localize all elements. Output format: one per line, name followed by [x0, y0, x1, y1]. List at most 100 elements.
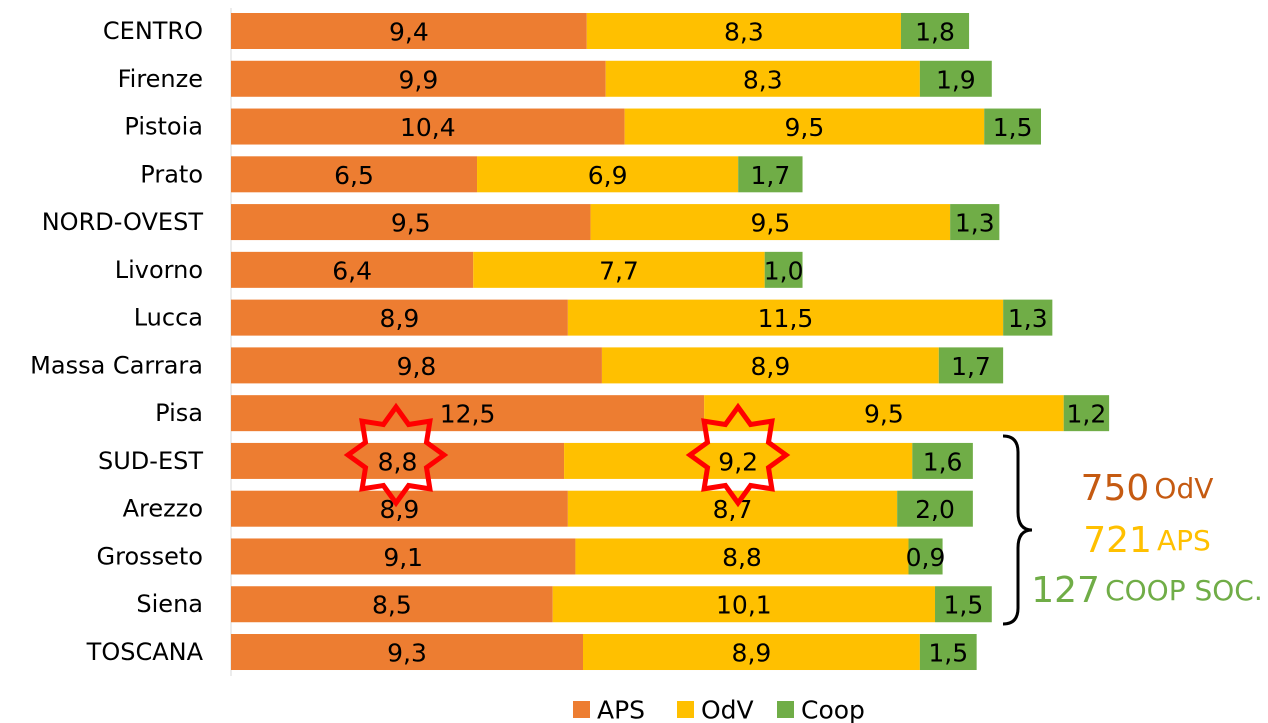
- bar-segment: [231, 299, 568, 336]
- value-label: 8,8: [378, 447, 418, 476]
- bar-segment: [231, 395, 705, 432]
- value-label: 8,5: [372, 591, 412, 620]
- category-label: Livorno: [115, 256, 203, 284]
- bar-segment: [231, 634, 584, 671]
- annotation-label: OdV: [1154, 472, 1213, 505]
- category-label: Prato: [140, 160, 203, 188]
- value-label: 1,0: [764, 256, 804, 285]
- annotation: 721 APS: [1083, 520, 1211, 561]
- annotation: 127 COOP SOC.: [1031, 570, 1263, 611]
- bar-segment: [231, 347, 602, 384]
- annotation-number: 721: [1083, 520, 1152, 561]
- value-label: 7,7: [599, 256, 639, 285]
- bar-segment: [935, 586, 992, 623]
- bar-segment: [231, 156, 478, 193]
- highlight-star: [343, 402, 449, 508]
- highlight-star: [685, 402, 791, 508]
- annotation-number: 750: [1081, 468, 1150, 509]
- bar-segment: [601, 347, 939, 384]
- category-label: Firenze: [118, 65, 203, 93]
- value-label: 8,3: [743, 65, 783, 94]
- value-label: 1,6: [923, 447, 963, 476]
- bar-segment: [231, 586, 553, 623]
- bar-segment: [552, 586, 936, 623]
- bar-segment: [231, 442, 565, 479]
- value-label: 10,4: [400, 113, 456, 142]
- bar-segment: [919, 60, 992, 97]
- legend-label: OdV: [701, 696, 754, 723]
- legend-label: Coop: [801, 696, 865, 723]
- bar-segment: [231, 204, 591, 241]
- category-label: SUD-EST: [98, 447, 203, 475]
- value-label: 1,2: [1067, 400, 1107, 429]
- value-label: 9,8: [397, 352, 437, 381]
- value-label: 9,5: [750, 209, 790, 238]
- category-label: TOSCANA: [86, 638, 204, 666]
- value-label: 9,5: [785, 113, 825, 142]
- bar-segment: [900, 13, 970, 49]
- bar-segment: [590, 204, 951, 241]
- value-label: 1,5: [993, 113, 1033, 142]
- value-label: 1,3: [955, 209, 995, 238]
- legend-swatch: [573, 701, 590, 718]
- value-label: 9,3: [387, 639, 427, 668]
- legend-swatch: [777, 701, 794, 718]
- value-label: 9,4: [389, 18, 429, 47]
- bar-segment: [912, 442, 973, 479]
- bar-segment: [586, 13, 901, 49]
- value-label: 11,5: [758, 304, 814, 333]
- bar-segment: [897, 490, 973, 527]
- category-label: Siena: [136, 590, 203, 618]
- bar-segment: [704, 395, 1064, 432]
- bar-segment: [1063, 395, 1110, 432]
- value-label: 1,8: [915, 18, 955, 47]
- value-label: 6,5: [334, 161, 374, 190]
- legend-label: APS: [597, 696, 645, 723]
- value-label: 2,0: [915, 495, 955, 524]
- bar-segment: [564, 442, 913, 479]
- bar-segment: [231, 538, 576, 575]
- brace: [1002, 434, 1033, 626]
- value-label: 6,9: [588, 161, 628, 190]
- bar-segment: [605, 60, 920, 97]
- bar-segment: [1003, 299, 1053, 336]
- annotation-label: APS: [1157, 524, 1211, 557]
- bar-segment: [908, 538, 943, 575]
- category-label: CENTRO: [103, 17, 203, 45]
- value-label: 1,9: [936, 65, 976, 94]
- bar-segment: [984, 108, 1041, 145]
- value-label: 1,3: [1008, 304, 1048, 333]
- bar-segment: [950, 204, 1000, 241]
- annotation-label: COOP SOC.: [1105, 574, 1263, 607]
- bar-segment: [473, 251, 765, 288]
- value-label: 9,9: [398, 65, 438, 94]
- annotation: 750 OdV: [1081, 468, 1214, 509]
- category-label: NORD-OVEST: [42, 208, 204, 236]
- value-label: 9,1: [383, 543, 423, 572]
- bar-segment: [624, 108, 985, 145]
- value-label: 9,5: [391, 209, 431, 238]
- value-label: 0,9: [906, 543, 946, 572]
- value-label: 9,2: [718, 447, 758, 476]
- bar-segment: [764, 251, 803, 288]
- value-label: 8,9: [380, 304, 420, 333]
- category-label: Pistoia: [124, 113, 203, 141]
- category-label: Pisa: [155, 399, 203, 427]
- value-label: 8,3: [724, 18, 764, 47]
- bar-segment: [575, 538, 909, 575]
- value-label: 1,5: [928, 639, 968, 668]
- value-label: 1,7: [951, 352, 991, 381]
- value-label: 1,5: [944, 591, 984, 620]
- bar-segment: [938, 347, 1004, 384]
- category-label: Massa Carrara: [30, 351, 203, 379]
- value-label: 8,7: [713, 495, 753, 524]
- bar-segment: [919, 634, 977, 671]
- annotation-number: 127: [1031, 570, 1100, 611]
- category-label: Arezzo: [123, 495, 203, 523]
- value-label: 1,7: [750, 161, 790, 190]
- category-label: Lucca: [134, 304, 203, 332]
- bar-segment: [583, 634, 920, 671]
- value-label: 6,4: [332, 256, 372, 285]
- bar-segment: [738, 156, 803, 193]
